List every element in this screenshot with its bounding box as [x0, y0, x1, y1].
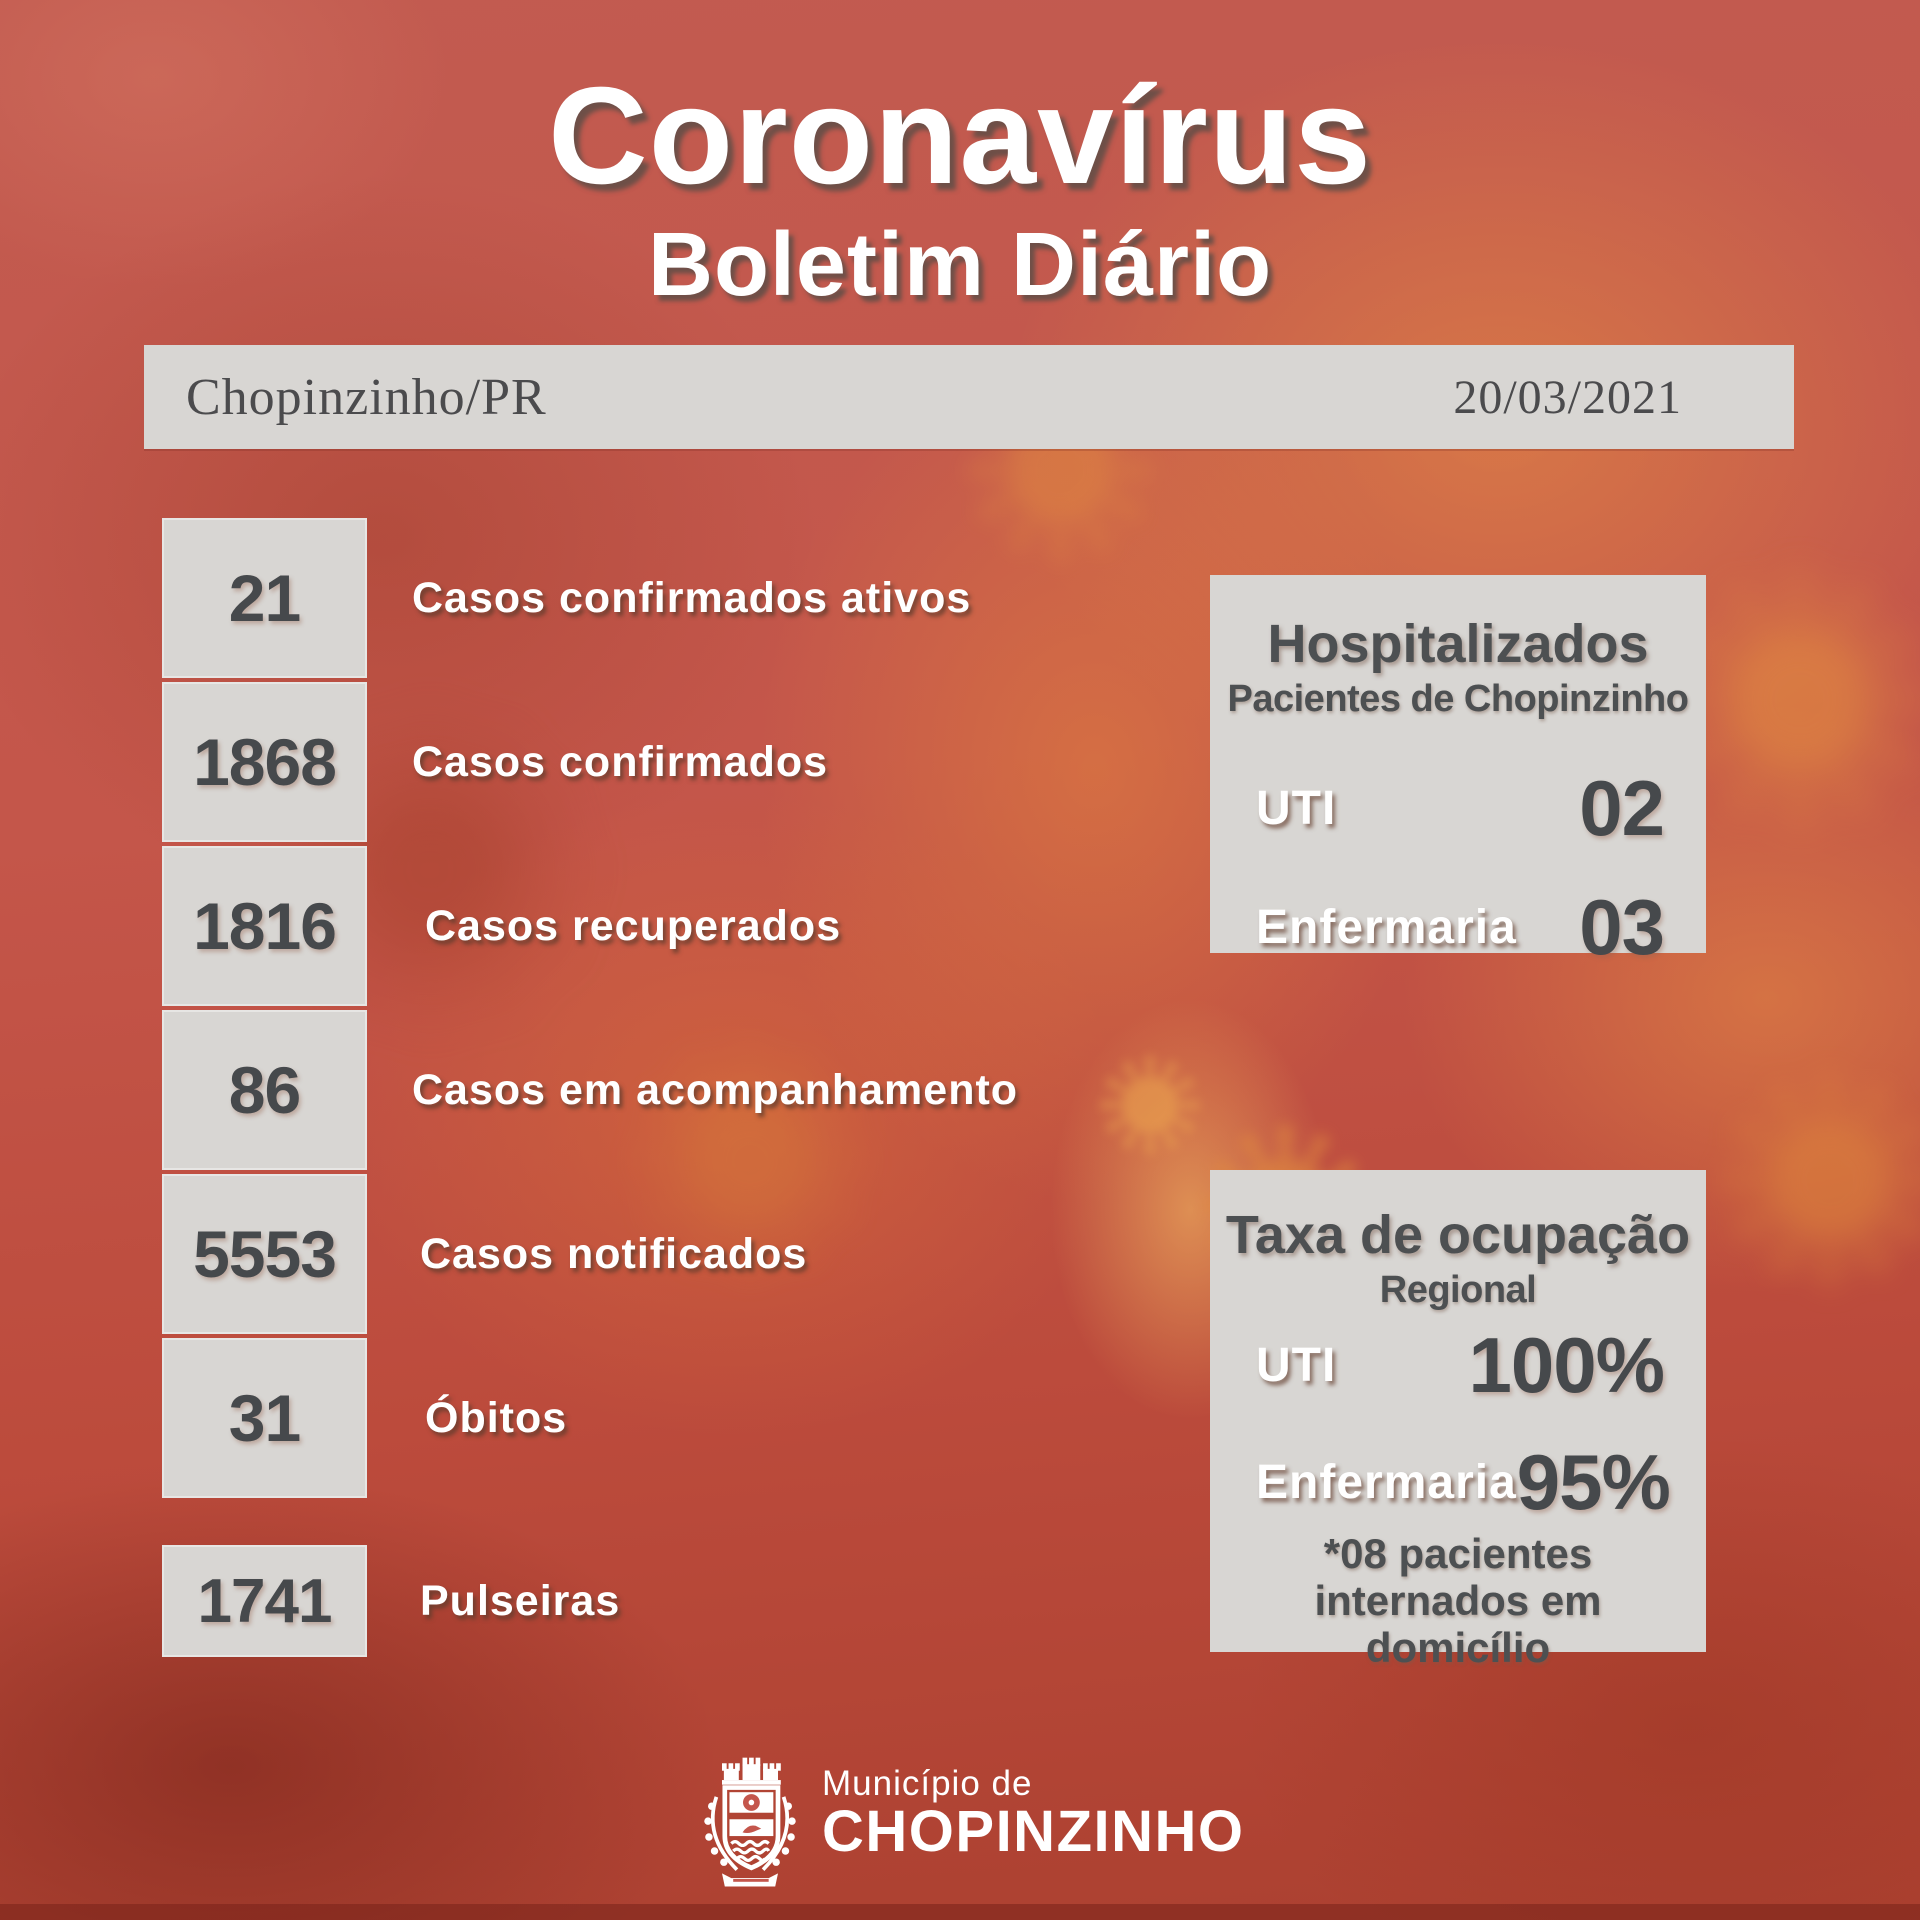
stat-row: 1741 Pulseiras	[0, 1545, 1200, 1657]
uti-row: UTI 02	[1210, 763, 1706, 854]
uti-value: 02	[1579, 764, 1665, 853]
stat-value: 1868	[193, 725, 337, 799]
note-line: *08 pacientes	[1323, 1530, 1593, 1578]
stat-row: 21 Casos confirmados ativos	[0, 518, 1200, 678]
enfermaria-row: Enfermaria 03	[1210, 882, 1706, 973]
virus-icon	[1674, 574, 1920, 826]
stat-row: 1816 Casos recuperados	[0, 846, 1200, 1006]
location-label: Chopinzinho/PR	[186, 368, 547, 426]
stat-value: 86	[228, 1053, 301, 1127]
stat-value-box: 1741	[162, 1545, 367, 1657]
bottom-band	[0, 1904, 1920, 1920]
enfermaria-value: 03	[1579, 883, 1665, 972]
enfermaria-occupancy-label: Enfermaria	[1256, 1456, 1517, 1510]
stat-row: 1868 Casos confirmados	[0, 682, 1200, 842]
uti-label: UTI	[1256, 782, 1337, 836]
stat-label: Óbitos	[425, 1393, 568, 1442]
stat-value-box: 31	[162, 1338, 367, 1498]
occupancy-note: *08 pacientes internados em domicílio	[1314, 1530, 1601, 1671]
enfermaria-label: Enfermaria	[1256, 901, 1517, 955]
occupancy-panel: Taxa de ocupação Regional UTI 100% Enfer…	[1210, 1170, 1706, 1671]
stat-value-box: 5553	[162, 1174, 367, 1334]
stat-value: 1741	[197, 1566, 333, 1636]
stat-value-box: 1816	[162, 846, 367, 1006]
enfermaria-occupancy-row: Enfermaria 95%	[1210, 1437, 1706, 1528]
stat-label: Pulseiras	[420, 1576, 621, 1625]
coat-of-arms-icon	[704, 1757, 796, 1887]
page-title: Coronavírus	[548, 59, 1372, 213]
stat-row: 31 Óbitos	[0, 1338, 1200, 1498]
stat-value-box: 21	[162, 518, 367, 678]
stat-value: 21	[228, 561, 301, 635]
uti-occupancy-value: 100%	[1468, 1321, 1665, 1410]
page-subtitle: Boletim Diário	[647, 215, 1273, 315]
uti-occupancy-row: UTI 100%	[1210, 1320, 1706, 1411]
footer-text: Município de CHOPINZINHO	[822, 1766, 1245, 1864]
stat-label: Casos em acompanhamento	[412, 1065, 1019, 1114]
hospitalized-panel: Hospitalizados Pacientes de Chopinzinho …	[1210, 575, 1706, 971]
footer-logo: Município de CHOPINZINHO	[694, 1746, 1245, 1900]
org-prefix: Município de	[822, 1764, 1033, 1803]
stat-row: 5553 Casos notificados	[0, 1174, 1200, 1334]
occupancy-panel-title: Taxa de ocupação	[1225, 1205, 1691, 1265]
stat-row: 86 Casos em acompanhamento	[0, 1010, 1200, 1170]
occupancy-panel-subtitle: Regional	[1379, 1269, 1537, 1312]
stat-value-box: 1868	[162, 682, 367, 842]
date-label: 20/03/2021	[1453, 370, 1682, 424]
note-line: internados em	[1314, 1577, 1602, 1625]
note-line: domicílio	[1365, 1624, 1551, 1672]
header-bar: Chopinzinho/PR 20/03/2021	[144, 345, 1794, 449]
stat-label: Casos recuperados	[425, 901, 842, 950]
org-name: CHOPINZINHO	[822, 1799, 1245, 1864]
stat-label: Casos confirmados	[412, 737, 829, 786]
virus-icon	[1725, 1075, 1920, 1285]
stat-value: 5553	[193, 1217, 337, 1291]
stat-value: 31	[228, 1381, 301, 1455]
stat-label: Casos notificados	[420, 1229, 808, 1278]
hospitalized-panel-title: Hospitalizados	[1267, 614, 1649, 674]
uti-occupancy-label: UTI	[1256, 1339, 1337, 1393]
stat-label: Casos confirmados ativos	[412, 573, 972, 622]
stat-value-box: 86	[162, 1010, 367, 1170]
stat-value: 1816	[193, 889, 337, 963]
hospitalized-panel-subtitle: Pacientes de Chopinzinho	[1227, 678, 1689, 721]
enfermaria-occupancy-value: 95%	[1516, 1438, 1671, 1527]
